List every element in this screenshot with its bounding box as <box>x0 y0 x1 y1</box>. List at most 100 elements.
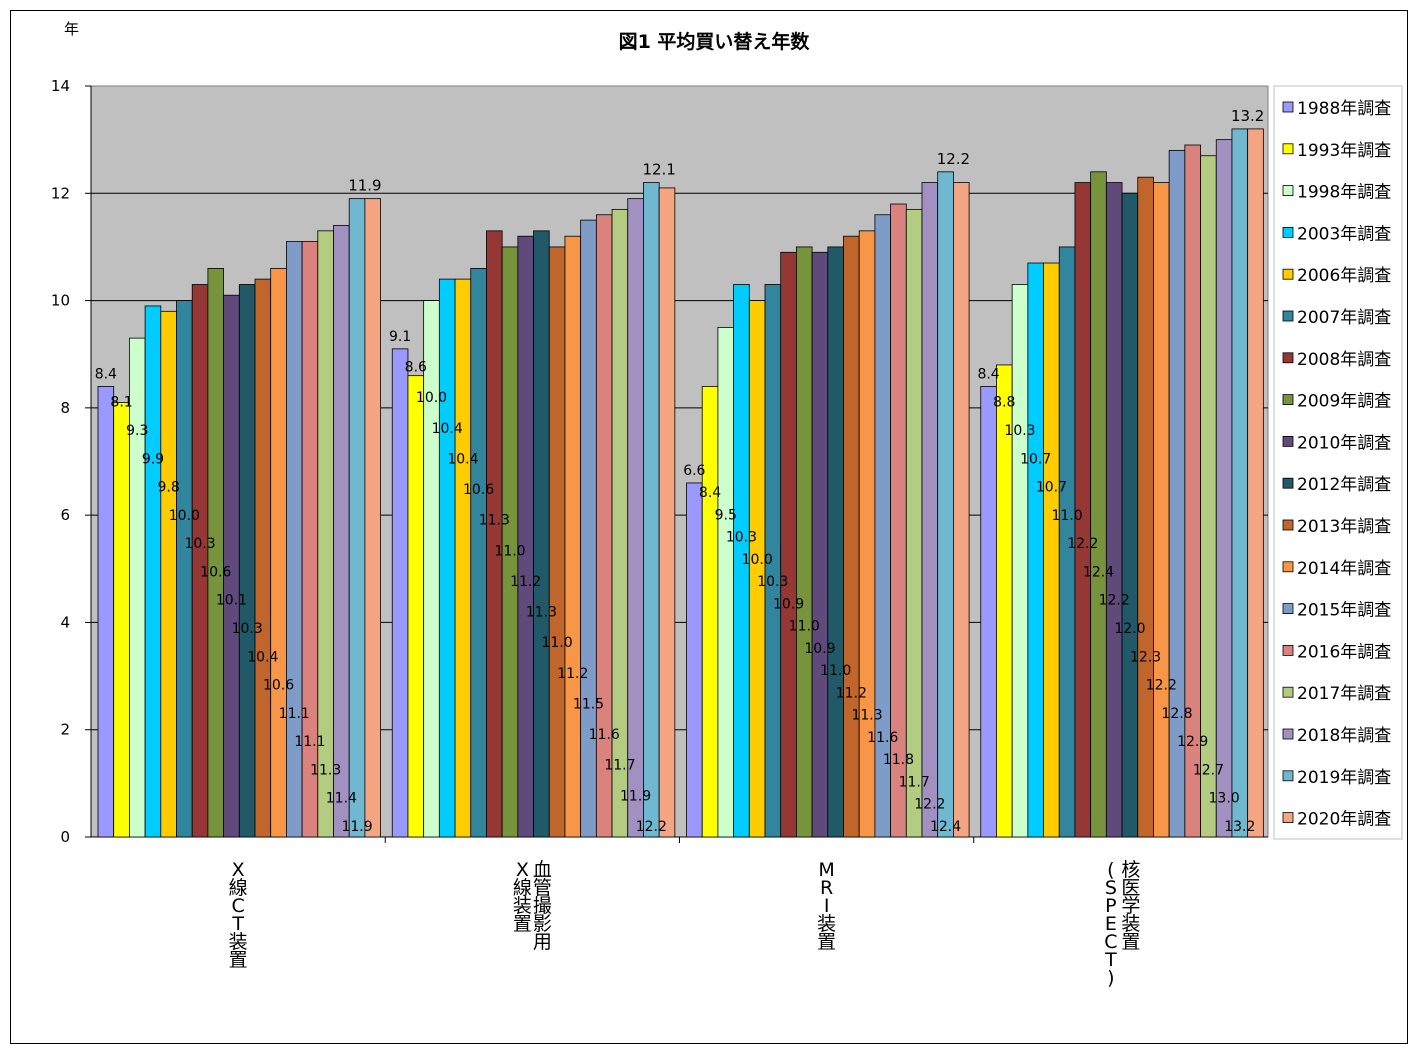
data-label: 12.8 <box>1161 706 1192 722</box>
bar <box>238 284 256 838</box>
data-label: 10.9 <box>804 641 835 657</box>
category-label-char: 置 <box>1121 931 1140 953</box>
bar <box>548 246 566 838</box>
data-label: 12.2 <box>1099 593 1130 609</box>
bar <box>780 251 797 838</box>
category-label-char: X <box>232 859 245 881</box>
data-label: 11.9 <box>620 788 651 804</box>
data-label: 12.2 <box>1146 678 1177 694</box>
bar <box>717 326 735 838</box>
legend-label: 2020年調査 <box>1297 810 1391 830</box>
category-label-char: 置 <box>229 949 248 971</box>
data-label: 9.9 <box>142 451 164 467</box>
bar <box>580 219 597 838</box>
data-label: 12.2 <box>636 819 667 835</box>
bar <box>796 246 813 838</box>
data-label: 12.4 <box>930 819 961 835</box>
bar <box>501 246 519 838</box>
bar <box>113 402 130 838</box>
bar <box>160 310 177 838</box>
data-label: 9.8 <box>158 480 180 496</box>
legend-label: 2017年調査 <box>1297 684 1391 704</box>
bar <box>858 230 876 838</box>
data-label: 10.7 <box>1020 451 1051 467</box>
data-label: 10.9 <box>773 596 804 612</box>
category-label-char: 用 <box>533 931 552 953</box>
legend-label: 2008年調査 <box>1297 350 1391 370</box>
data-label: 8.4 <box>95 366 117 382</box>
data-label: 11.0 <box>542 635 573 651</box>
bar <box>827 246 844 838</box>
data-label: 8.4 <box>699 485 721 501</box>
data-label: 12.0 <box>1114 621 1145 637</box>
data-label: 10.0 <box>169 508 200 524</box>
data-label: 8.6 <box>405 359 427 375</box>
legend-label: 2015年調査 <box>1297 601 1391 621</box>
top-value-label: 12.1 <box>642 161 675 179</box>
legend-label: 2012年調査 <box>1297 475 1391 495</box>
category-label-char: 管 <box>533 877 552 899</box>
legend-label: 2019年調査 <box>1297 768 1391 788</box>
data-label: 13.2 <box>1224 819 1255 835</box>
bar <box>1153 182 1170 838</box>
bar <box>921 182 939 838</box>
data-label: 8.8 <box>993 395 1015 411</box>
y-tick-label: 2 <box>60 721 70 739</box>
category-label-char: 装 <box>513 895 532 917</box>
category-label-char: P <box>1105 895 1116 917</box>
top-value-label: 12.2 <box>937 150 970 168</box>
chart-title: 図1 平均買い替え年数 <box>619 30 811 53</box>
legend-label: 2013年調査 <box>1297 517 1391 537</box>
data-label: 11.1 <box>294 734 325 750</box>
data-label: 11.7 <box>604 758 635 774</box>
legend-swatch <box>1282 645 1294 656</box>
data-label: 13.0 <box>1209 791 1240 807</box>
bar <box>980 385 997 838</box>
bar <box>333 225 350 838</box>
y-tick-label: 10 <box>51 292 70 310</box>
bar <box>486 230 503 838</box>
legend-swatch <box>1282 519 1294 531</box>
legend-label: 2006年調査 <box>1297 266 1391 286</box>
category-label-char: I <box>824 895 830 917</box>
bar <box>1027 262 1044 838</box>
legend-swatch <box>1282 435 1294 447</box>
data-label: 11.0 <box>789 619 820 635</box>
data-label: 10.4 <box>447 451 478 467</box>
legend-label: 2016年調査 <box>1297 642 1391 662</box>
legend-label: 2014年調査 <box>1297 559 1391 579</box>
bar <box>348 198 366 838</box>
category-label-char: 装 <box>1121 913 1140 935</box>
legend-label: 2003年調査 <box>1297 224 1391 244</box>
category-label-char: E <box>1105 913 1117 935</box>
bar <box>595 214 613 838</box>
bar <box>207 267 224 838</box>
legend-label: 1988年調査 <box>1297 99 1391 119</box>
y-tick-label: 14 <box>51 77 70 95</box>
legend-label: 2010年調査 <box>1297 433 1391 453</box>
data-label: 10.3 <box>1004 423 1035 439</box>
bar <box>937 171 954 838</box>
data-label: 11.5 <box>573 696 604 712</box>
data-label: 10.3 <box>757 574 788 590</box>
data-label: 11.8 <box>883 752 914 768</box>
data-label: 10.0 <box>742 552 773 568</box>
data-label: 10.6 <box>200 564 231 580</box>
bar <box>564 235 582 838</box>
data-label: 11.0 <box>494 543 525 559</box>
bar <box>1043 262 1060 838</box>
bar <box>517 235 534 838</box>
legend-swatch <box>1282 352 1294 364</box>
bar <box>364 198 381 838</box>
bar <box>1215 139 1233 838</box>
data-label: 11.4 <box>326 791 357 807</box>
category-label-char: X <box>516 859 529 881</box>
legend-box <box>1273 85 1403 840</box>
bar <box>627 198 644 838</box>
data-label: 12.7 <box>1193 762 1224 778</box>
category-label-char: 学 <box>1121 895 1140 917</box>
y-tick-label: 0 <box>60 828 70 846</box>
data-label: 10.6 <box>263 678 294 694</box>
data-label: 12.2 <box>1067 536 1098 552</box>
category-label-char: ) <box>1107 967 1114 989</box>
